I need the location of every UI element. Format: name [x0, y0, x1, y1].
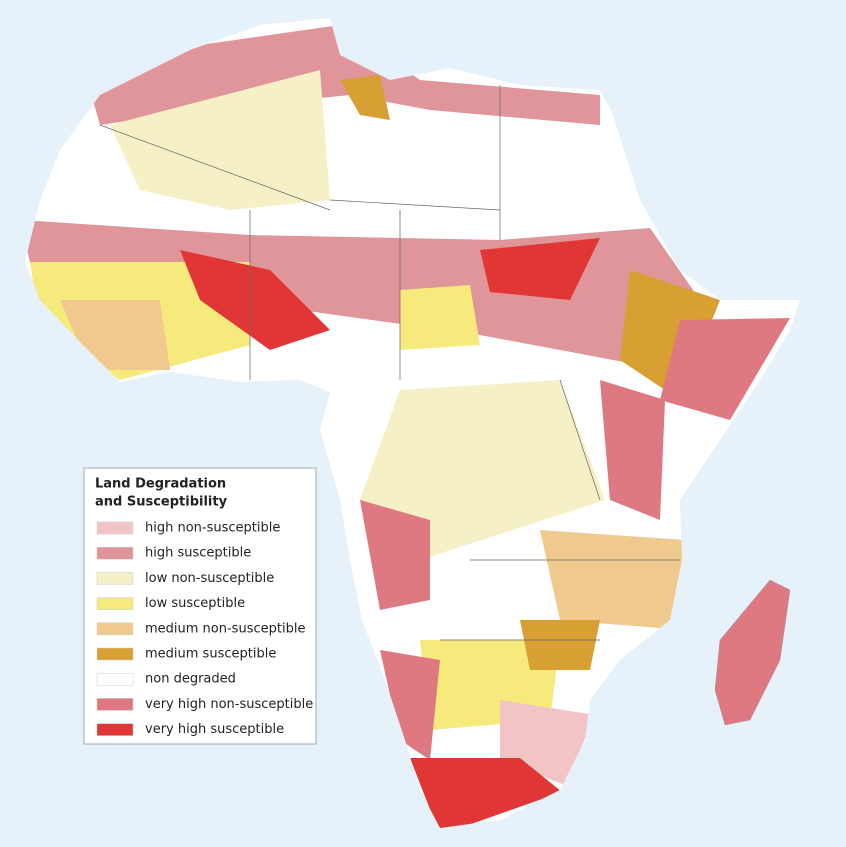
region [360, 380, 605, 560]
region [660, 318, 790, 420]
legend-label: non degraded [145, 672, 236, 687]
legend-swatch [96, 546, 134, 560]
legend-label: high non-susceptible [145, 521, 280, 536]
border [99, 85, 680, 641]
region [480, 238, 600, 300]
legend-swatch [96, 622, 134, 636]
region [620, 270, 720, 400]
region [600, 380, 665, 520]
legend-swatch [96, 597, 134, 610]
legend-swatch [96, 521, 134, 535]
legend-label: high susceptible [145, 546, 251, 561]
legend-label: very high susceptible [145, 722, 284, 737]
region [540, 530, 685, 630]
legend-title: and Susceptibility [95, 495, 228, 510]
legend-swatch [96, 572, 134, 585]
region [380, 650, 440, 760]
region [520, 620, 600, 670]
legend-label: very high non-susceptible [145, 697, 313, 712]
legend-items: high non-susceptible high susceptible low … [96, 521, 313, 737]
region [400, 285, 480, 350]
legend: Land Degradation and Susceptibility high… [83, 467, 317, 745]
region [340, 75, 390, 120]
legend-title: Land Degradation [95, 477, 226, 492]
region [110, 70, 330, 210]
legend-swatch [96, 647, 134, 661]
legend-label: low non-susceptible [145, 571, 274, 586]
region [360, 500, 430, 610]
region [410, 758, 562, 828]
legend-label: low susceptible [145, 596, 245, 611]
legend-swatch [96, 672, 134, 686]
legend-label: medium susceptible [145, 647, 276, 662]
madagascar [714, 579, 791, 726]
legend-label: medium non-susceptible [145, 621, 305, 636]
region [180, 250, 330, 350]
legend-swatch [96, 698, 134, 711]
legend-swatch [96, 723, 134, 736]
